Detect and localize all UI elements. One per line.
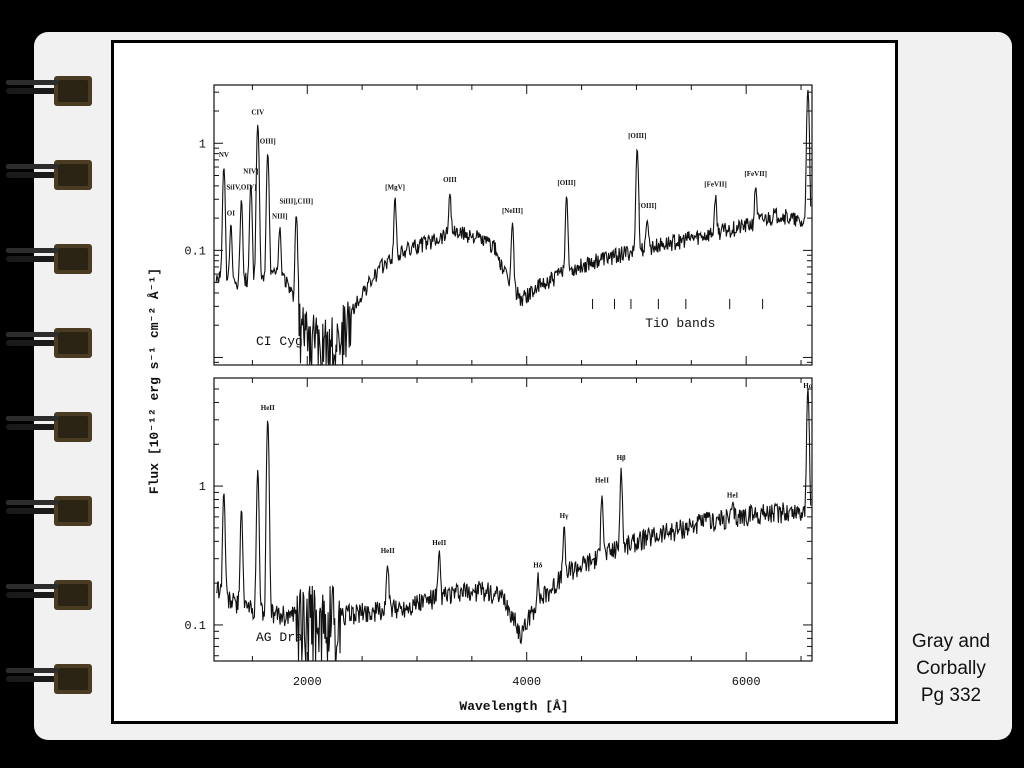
binder-ring: [4, 410, 92, 442]
panel-ag-dra: 1 0.1 2000 4000 6000 HeII HeII HeII Hδ Hγ HeII Hβ He…: [184, 377, 813, 689]
emission-line-label: [FeVII]: [744, 170, 767, 178]
emission-line-label: [NeIII]: [502, 207, 523, 215]
citation: Gray and Corbally Pg 332: [900, 628, 1002, 709]
binder-ring: [4, 662, 92, 694]
emission-line-label: Hβ: [617, 454, 626, 462]
citation-line-3: Pg 332: [920, 685, 982, 706]
emission-line-label: SiIV,OIV]: [226, 183, 256, 191]
panel-name-label: AG Dra: [256, 630, 303, 645]
y-tick-label: 0.1: [184, 244, 206, 258]
emission-line-label: HeII: [595, 476, 609, 484]
y-axis-title: Flux [10⁻¹² erg s⁻¹ cm⁻² Å⁻¹]: [147, 268, 162, 494]
emission-line-label: HeII: [261, 404, 275, 412]
emission-line-label: [OIII]: [557, 179, 575, 187]
emission-line-label: HeI: [727, 492, 739, 500]
emission-line-label: NIV]: [243, 168, 258, 176]
emission-line-label: Hα: [803, 382, 812, 390]
spectrum-line: [215, 89, 812, 366]
emission-line-label: [OIII]: [628, 132, 646, 140]
spectrum-line: [216, 388, 812, 662]
emission-line-label: Hδ: [533, 561, 542, 569]
y-tick-label: 0.1: [184, 619, 206, 633]
plot-frame: [213, 377, 813, 662]
spectrum-figure: 1 0.1 NV OI SiIV,OIV] NIV] CIV OIII] NIII] SiIII]…: [111, 40, 898, 724]
binder-ring: [4, 242, 92, 274]
emission-line-label: CIV: [251, 108, 264, 116]
binder-ring: [4, 494, 92, 526]
emission-line-label: HeII: [381, 547, 395, 555]
citation-line-2: Corbally: [916, 658, 986, 679]
emission-line-label: [FeVII]: [704, 180, 727, 188]
emission-line-label: Hγ: [560, 512, 569, 520]
emission-line-label: OIII]: [260, 138, 276, 146]
x-axis-title: Wavelength [Å]: [459, 699, 568, 714]
citation-line-1: Gray and: [911, 631, 991, 652]
emission-line-label: SiIII],CIII]: [279, 198, 313, 206]
emission-line-label: [OIII]: [638, 202, 656, 210]
emission-line-label: [MgV]: [385, 183, 405, 191]
plot-frame: [213, 84, 813, 366]
y-tick-label: 1: [199, 137, 206, 151]
tio-bands-label: TiO bands: [645, 316, 715, 331]
x-tick-label: 4000: [512, 675, 541, 689]
binder-ring: [4, 326, 92, 358]
binder-ring: [4, 158, 92, 190]
y-tick-label: 1: [199, 480, 206, 494]
binder-ring: [4, 74, 92, 106]
emission-line-label: NIII]: [272, 212, 288, 220]
panel-name-label: CI Cyg: [256, 334, 303, 349]
emission-line-label: OI: [227, 210, 235, 218]
emission-line-label: OIII: [443, 176, 457, 184]
x-tick-label: 6000: [732, 675, 761, 689]
emission-line-label: HeII: [432, 539, 446, 547]
emission-line-label: NV: [219, 151, 229, 159]
binder-ring: [4, 578, 92, 610]
spectra-chart: 1 0.1 NV OI SiIV,OIV] NIV] CIV OIII] NIII] SiIII]…: [147, 84, 813, 714]
x-tick-label: 2000: [293, 675, 322, 689]
panel-ci-cyg: 1 0.1 NV OI SiIV,OIV] NIV] CIV OIII] NIII] SiIII]…: [184, 84, 813, 366]
